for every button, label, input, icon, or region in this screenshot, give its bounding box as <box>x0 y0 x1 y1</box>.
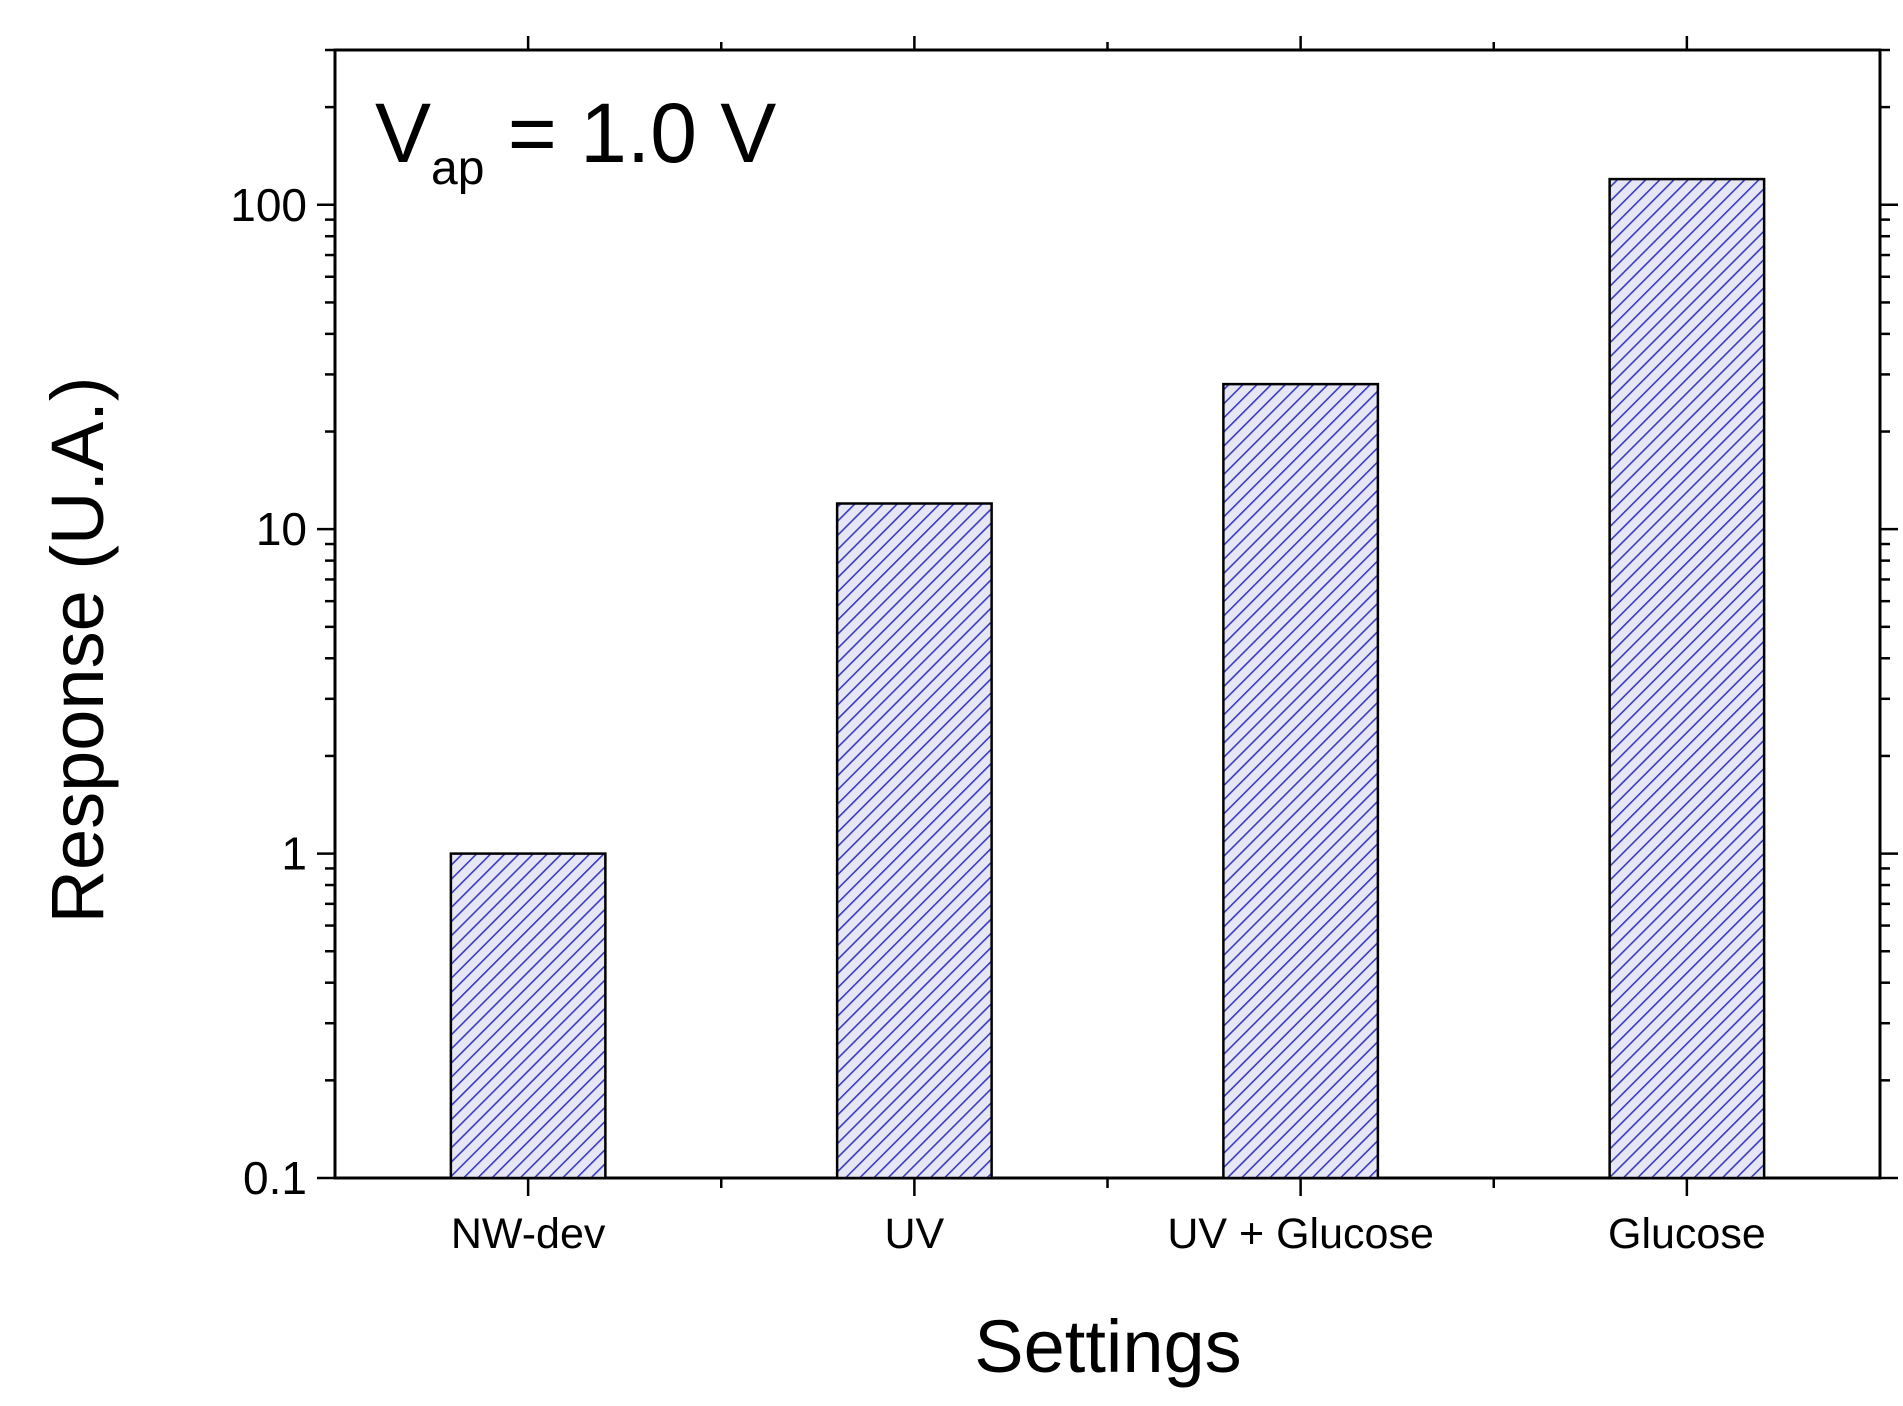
bars-group <box>449 177 1766 1180</box>
x-axis-title: Settings <box>974 1305 1241 1388</box>
y-tick-label: 10 <box>256 503 307 555</box>
x-tick-label: NW-dev <box>451 1210 606 1258</box>
bar-glucose <box>1608 177 1766 1180</box>
y-tick-label: 0.1 <box>243 1152 307 1204</box>
bar-uv-glucose <box>1222 382 1380 1180</box>
y-axis-title: Response (U.A.) <box>36 377 119 924</box>
x-tick-label: UV + Glucose <box>1167 1210 1433 1258</box>
bar-uv <box>835 502 993 1180</box>
y-tick-label: 100 <box>230 179 307 231</box>
y-tick-label: 1 <box>281 828 307 880</box>
x-axis-ticks: NW-dev UV UV + Glucose Glucose <box>451 36 1766 1258</box>
x-tick-label: UV <box>885 1210 945 1258</box>
y-axis-ticks: 0.1 1 10 100 <box>230 48 1898 1204</box>
voltage-annotation: Vap = 1.0 V <box>375 86 776 195</box>
bar-nw-dev <box>449 852 607 1180</box>
x-tick-label: Glucose <box>1608 1210 1766 1258</box>
